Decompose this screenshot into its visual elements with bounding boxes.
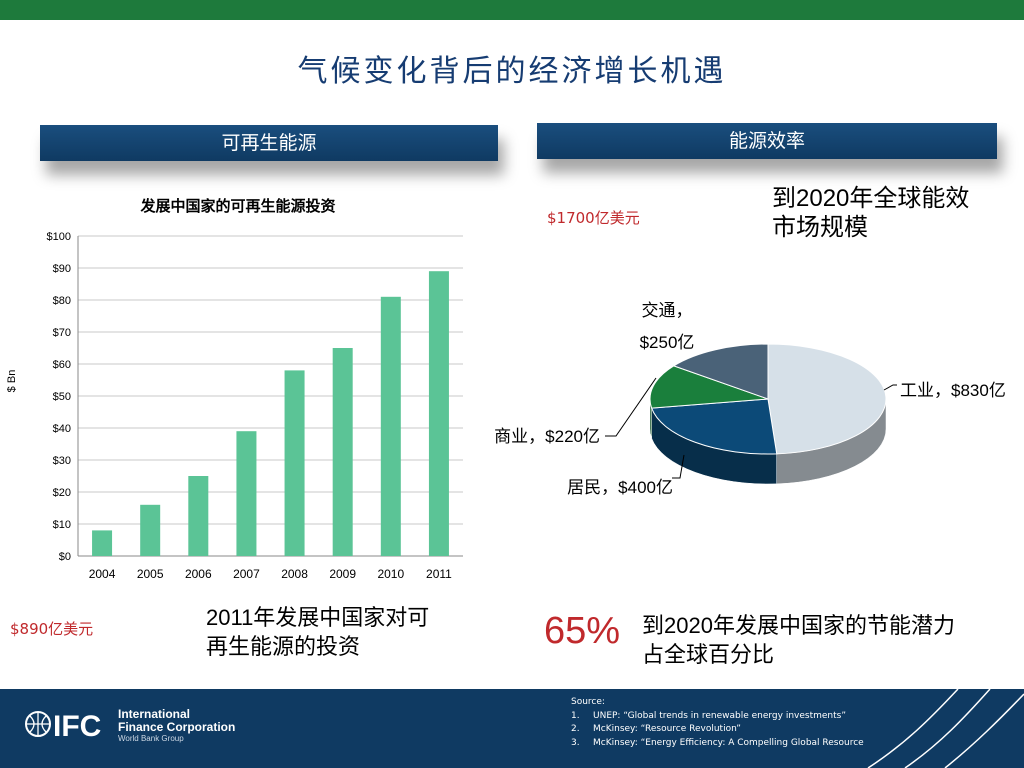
source-title: Source: (571, 697, 605, 707)
logo-line2: Finance Corporation (118, 720, 236, 734)
pie-label-transport-line2: $250亿 (640, 333, 695, 352)
bar-x-tick-label: 2009 (329, 567, 356, 581)
leader-commercial (605, 377, 657, 437)
bar-y-tick-label: $80 (53, 295, 71, 307)
pie-label-transport-line1: 交通， (642, 301, 693, 320)
leader-industry (883, 384, 897, 391)
bar-y-tick-label: $0 (59, 551, 71, 563)
bar-y-tick-label: $30 (53, 455, 71, 467)
bar-2011 (428, 271, 449, 556)
bar-chart-title: 发展中国家的可再生能源投资 (139, 197, 335, 215)
source-num: 3. (571, 737, 580, 748)
bar-x-tick-label: 2007 (233, 567, 260, 581)
efficiency-market-line2: 市场规模 (772, 214, 868, 241)
bar-y-tick-label: $90 (53, 263, 71, 275)
pie-label-commercial: 商业，$220亿 (494, 427, 600, 446)
savings-caption-line2: 占全球百分比 (642, 642, 775, 667)
ifc-logo-text: International Finance Corporation World … (118, 708, 235, 744)
renewable-caption-line2: 再生能源的投资 (206, 634, 361, 659)
footer-bar (0, 689, 1024, 768)
bar-x-tick-label: 2005 (137, 567, 164, 581)
ifc-logo: IFC (25, 710, 101, 742)
bar-2007 (236, 431, 257, 556)
renewable-investment-bar-chart: 发展中国家的可再生能源投资 $ Bn $0 $10 $20 $30 $40 $50 $60 $… (6, 197, 463, 581)
footer-swoosh (867, 689, 1024, 768)
renewable-caption: 2011年发展中国家对可 再生能源的投资 (206, 603, 429, 661)
source-item: 3. McKinsey: “Energy Efficiency: A Compel… (571, 737, 864, 751)
sources: Source: 1. UNEP: “Global trends in renewa… (571, 696, 864, 750)
efficiency-market-line1: 到2020年全球能效 (772, 185, 970, 212)
bar-chart-y-axis-label: $ Bn (6, 370, 18, 393)
bar-x-tick-label: 2010 (377, 567, 404, 581)
ifc-logo-mark: IFC (53, 710, 101, 742)
bar-2008 (284, 370, 305, 556)
source-text: UNEP: “Global trends in renewable energy… (593, 710, 847, 721)
page-title: 气候变化背后的经济增长机遇 (297, 54, 727, 89)
renewable-caption-line1: 2011年发展中国家对可 (206, 605, 430, 630)
bar-y-tick-label: $60 (53, 359, 71, 371)
savings-caption: 到2020年发展中国家的节能潜力 占全球百分比 (642, 611, 955, 669)
pie-slice-3 (672, 343, 769, 400)
bar-x-tick-label: 2008 (281, 567, 308, 581)
section-header-efficiency: 能源效率 (537, 123, 997, 159)
renewable-amount: $890亿美元 (10, 620, 94, 638)
efficiency-market-title: 到2020年全球能效 市场规模 (772, 184, 969, 242)
efficiency-amount: $1700亿美元 (547, 209, 640, 227)
savings-caption-line1: 到2020年发展中国家的节能潜力 (642, 613, 955, 638)
bar-y-tick-label: $20 (53, 487, 71, 499)
logo-line3: World Bank Group (118, 734, 184, 743)
efficiency-market-pie-chart: 工业，$830亿 居民，$400亿 商业，$220亿 交通， $250亿 (494, 301, 1006, 497)
section-header-renewable: 可再生能源 (40, 125, 498, 161)
bar-y-tick-label: $40 (53, 423, 71, 435)
bar-y-tick-label: $50 (53, 391, 71, 403)
bar-2004 (92, 530, 113, 556)
source-num: 1. (571, 710, 580, 721)
bar-2005 (140, 504, 161, 556)
source-text: McKinsey: “Resource Revolution” (593, 724, 741, 734)
pie-slice-0 (767, 343, 887, 455)
bar-x-tick-label: 2011 (426, 567, 452, 581)
bar-y-tick-label: $100 (47, 231, 71, 243)
top-accent-bar (0, 0, 1024, 20)
bar-y-tick-label: $70 (53, 327, 71, 339)
savings-percent: 65% (544, 610, 621, 652)
pie-slice-1 (650, 398, 778, 455)
bar-2010 (380, 296, 401, 556)
source-item: 1. UNEP: “Global trends in renewable ener… (571, 710, 864, 724)
logo-line1: International (118, 707, 191, 721)
pie-label-industry: 工业，$830亿 (900, 381, 1006, 400)
bar-2006 (188, 476, 209, 556)
bar-x-tick-label: 2006 (185, 567, 212, 581)
bar-x-tick-label: 2004 (89, 567, 116, 581)
source-num: 2. (571, 724, 580, 734)
bar-2009 (332, 348, 353, 556)
bar-y-tick-label: $10 (53, 519, 71, 531)
pie-label-residential: 居民，$400亿 (567, 478, 673, 497)
source-item: 2. McKinsey: “Resource Revolution” (571, 723, 864, 737)
leader-residential (672, 454, 685, 479)
pie-slice-2 (649, 365, 769, 409)
source-text: McKinsey: “Energy Efficiency: A Compelli… (593, 737, 864, 748)
